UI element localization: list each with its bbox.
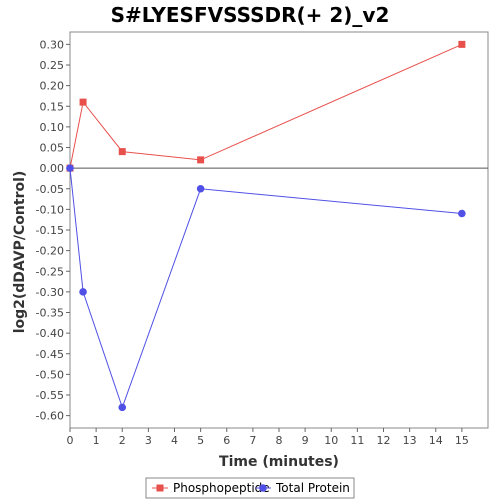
data-point-phosphopeptide	[458, 40, 466, 48]
y-tick-label: -0.20	[36, 245, 64, 258]
legend-label: Phosphopeptide	[173, 481, 270, 495]
y-tick-label: -0.50	[36, 368, 64, 381]
x-tick-label: 9	[302, 434, 309, 447]
legend-label: Total Protein	[275, 481, 350, 495]
y-tick-label: -0.10	[36, 203, 64, 216]
x-tick-label: 13	[403, 434, 417, 447]
y-tick-label: -0.35	[36, 307, 64, 320]
y-tick-label: 0.10	[40, 121, 65, 134]
y-tick-label: -0.15	[36, 224, 64, 237]
data-point-phosphopeptide	[197, 156, 205, 164]
y-tick-label: -0.40	[36, 327, 64, 340]
plot-frame	[69, 31, 489, 429]
data-point-total-protein	[196, 184, 205, 193]
x-tick-label: 5	[197, 434, 204, 447]
y-tick-label: -0.05	[36, 183, 64, 196]
data-point-total-protein	[66, 164, 74, 172]
x-axis-label: Time (minutes)	[219, 454, 339, 470]
x-tick-label: 8	[276, 434, 283, 447]
y-tick-label: 0.05	[40, 142, 65, 155]
y-tick-label: -0.60	[36, 410, 64, 423]
data-point-total-protein	[458, 209, 466, 218]
y-tick-label: -0.45	[36, 348, 64, 361]
x-tick-label: 10	[324, 434, 338, 447]
data-point-total-protein	[79, 288, 87, 296]
x-tick-label: 6	[223, 434, 230, 447]
x-tick-label: 2	[119, 434, 126, 447]
x-tick-label: 15	[455, 434, 469, 447]
legend-box	[145, 477, 355, 499]
y-tick-label: -0.25	[36, 265, 64, 278]
y-tick-label: 0.15	[40, 100, 65, 113]
x-tick-label: 7	[249, 434, 256, 447]
y-tick-label: 0.20	[40, 80, 65, 93]
x-tick-label: 4	[171, 434, 178, 447]
y-axis-label: log2(dDAVP/Control)	[12, 171, 28, 334]
x-tick-label: 1	[93, 434, 100, 447]
y-tick-label: -0.30	[36, 286, 64, 299]
y-tick-label: 0.30	[40, 38, 65, 51]
y-tick-label: 0.25	[40, 59, 65, 72]
y-tick-label: -0.55	[36, 389, 64, 402]
y-tick-label: 0.00	[40, 162, 65, 175]
chart-title: S#LYESFVSSSDR(+ 2)_v2	[111, 3, 390, 27]
data-point-phosphopeptide	[79, 98, 87, 106]
x-tick-label: 12	[377, 434, 391, 447]
x-tick-label: 11	[350, 434, 364, 447]
data-point-phosphopeptide	[118, 148, 126, 156]
x-tick-label: 14	[429, 434, 443, 447]
plot-area: 0.30 0.25 0.20 0.15 0.10 0.05 0.00 -0.05 -0.10 -0…	[36, 31, 489, 447]
legend-marker-square	[156, 484, 164, 492]
x-tick-label: 3	[145, 434, 152, 447]
x-tick-label: 0	[67, 434, 74, 447]
legend: Phosphopeptide Total Protein	[145, 477, 355, 499]
data-point-total-protein	[118, 403, 127, 412]
legend-marker-circle	[259, 484, 267, 492]
